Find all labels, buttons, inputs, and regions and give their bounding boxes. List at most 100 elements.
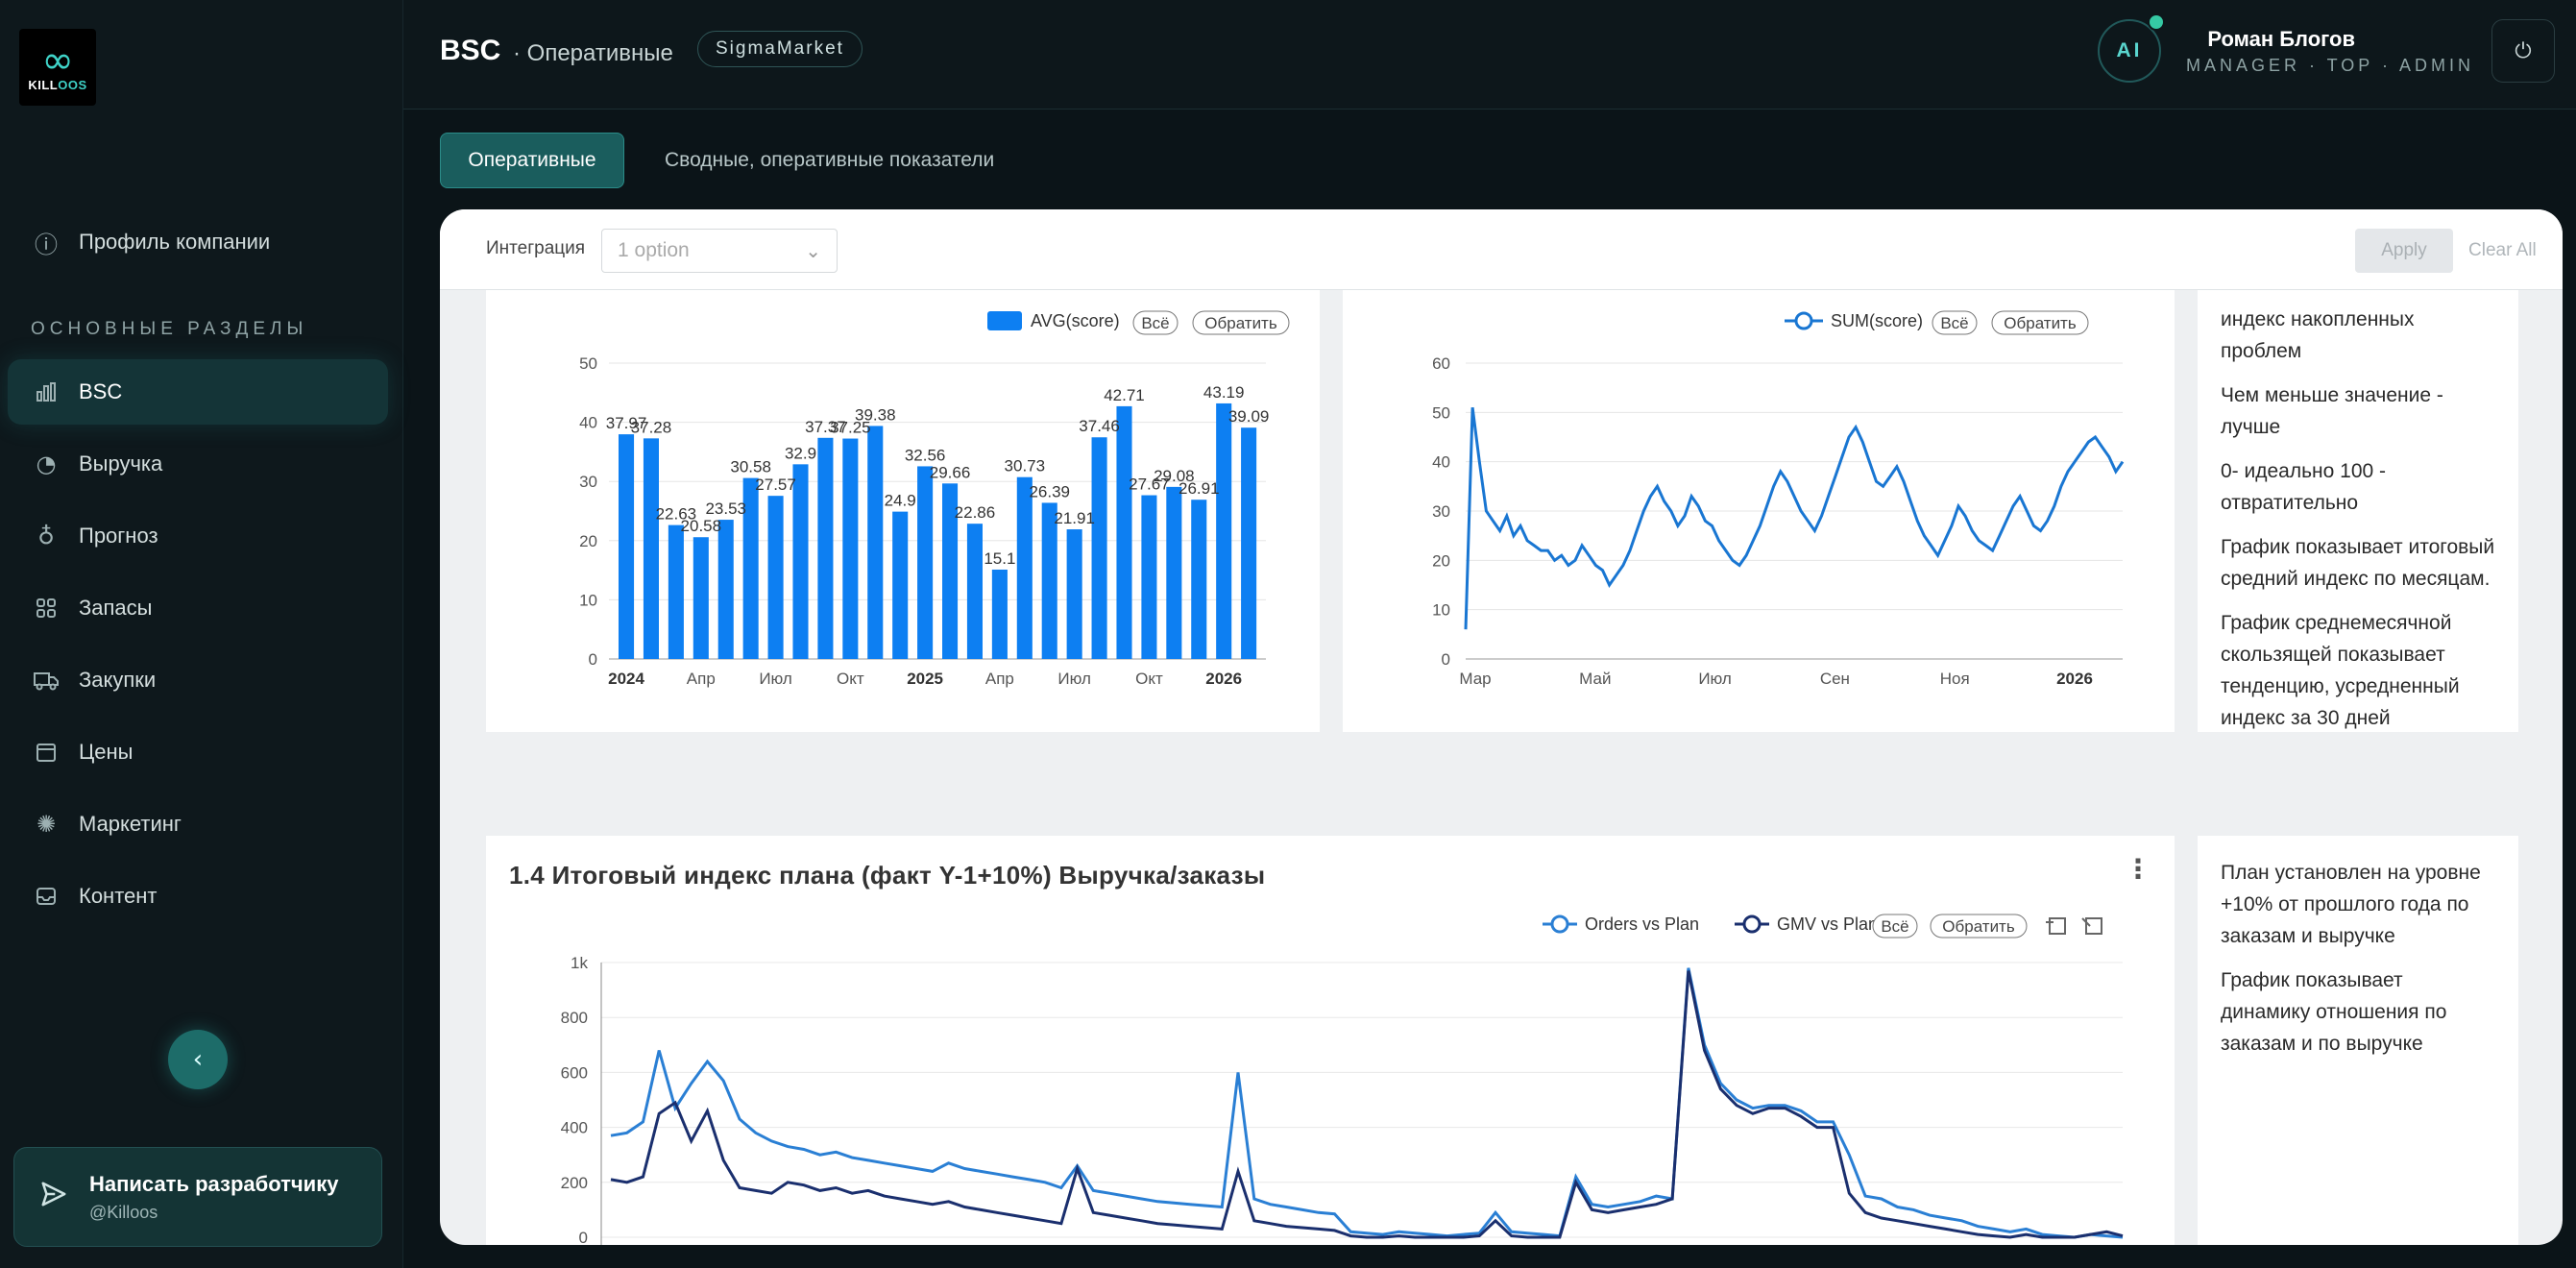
bar[interactable] <box>742 477 759 659</box>
y-tick-label: 20 <box>579 532 597 550</box>
y-tick-label: 40 <box>1432 453 1450 472</box>
ai-assistant-button[interactable]: AI <box>2098 19 2161 83</box>
bar[interactable] <box>817 437 834 659</box>
x-tick-label: 2026 <box>1205 670 1242 688</box>
legend-swatch <box>1794 311 1813 330</box>
y-tick-label: 50 <box>1432 403 1450 422</box>
legend-swatch-orders <box>1550 914 1569 934</box>
legend-label-orders: Orders vs Plan <box>1585 914 1699 934</box>
bar[interactable] <box>1066 529 1082 659</box>
bar[interactable] <box>668 524 684 659</box>
bar[interactable] <box>892 511 909 659</box>
apply-filters-button[interactable]: Apply <box>2355 229 2453 273</box>
bar[interactable] <box>991 569 1008 659</box>
logout-button[interactable]: ⏻ <box>2491 19 2555 83</box>
sidebar-collapse-button[interactable]: ‹ <box>168 1030 228 1089</box>
y-tick-label: 60 <box>1432 354 1450 373</box>
bar[interactable] <box>767 496 784 659</box>
y-tick-label: 30 <box>1432 502 1450 521</box>
note-paragraph: Чем меньше значение - лучше <box>2221 384 2443 438</box>
sidebar-item-content[interactable]: Контент <box>8 864 388 929</box>
store-badge[interactable]: SigmaMarket <box>697 31 863 67</box>
invert-selection-button[interactable] <box>1991 310 2089 335</box>
sidebar-item-label: Профиль компании <box>79 230 271 254</box>
bar[interactable] <box>917 466 934 659</box>
bar-data-label: 29.66 <box>930 463 971 481</box>
bar[interactable] <box>619 434 635 659</box>
y-tick-label: 20 <box>1432 551 1450 570</box>
bar[interactable] <box>1116 405 1132 659</box>
bar[interactable] <box>842 438 859 659</box>
orders-vs-plan-line <box>610 967 2124 1239</box>
chart-menu-icon[interactable]: ⋮ <box>2125 853 2151 885</box>
integration-select[interactable]: 1 option ⌄ <box>601 229 838 273</box>
sidebar-item-purchases[interactable]: Закупки <box>8 647 388 713</box>
sidebar-item-prices[interactable]: Цены <box>8 719 388 785</box>
select-all-button[interactable] <box>1132 310 1179 335</box>
bar-data-label: 32.56 <box>905 446 946 464</box>
bar[interactable] <box>693 537 709 659</box>
y-tick-label: 400 <box>561 1119 588 1137</box>
invert-selection-button[interactable] <box>1930 914 2028 939</box>
bar[interactable] <box>942 483 959 659</box>
bar[interactable] <box>1191 500 1207 659</box>
select-all-button[interactable] <box>1872 914 1918 939</box>
bar-data-label: 37.97 <box>606 414 647 432</box>
bar-data-label: 22.86 <box>955 503 996 522</box>
pie-chart-icon: ◔ <box>36 451 57 477</box>
x-tick-label: Ноя <box>1940 670 1970 688</box>
killoos-logo[interactable]: ∞ KILLOOS <box>19 29 96 106</box>
bar[interactable] <box>867 426 884 659</box>
sidebar-item-forecast[interactable]: ♁ Прогноз <box>8 503 388 569</box>
bar[interactable] <box>1016 476 1033 659</box>
zoom-reset-icon[interactable] <box>2081 917 2102 935</box>
invert-selection-button[interactable] <box>1192 310 1290 335</box>
bar[interactable] <box>1041 502 1057 659</box>
plan-description-note: План установлен на уровне +10% от прошло… <box>2198 836 2518 1245</box>
sidebar-item-stock[interactable]: Запасы <box>8 575 388 641</box>
sidebar-item-revenue[interactable]: ◔ Выручка <box>8 431 388 497</box>
bar[interactable] <box>717 520 734 659</box>
sidebar-section-title: ОСНОВНЫЕ РАЗДЕЛЫ <box>31 319 308 339</box>
bar[interactable] <box>1091 437 1107 659</box>
sidebar: ∞ KILLOOS ⓘ Профиль компании ОСНОВНЫЕ РА… <box>0 0 403 1268</box>
bar[interactable] <box>643 438 659 659</box>
y-tick-label: 1k <box>571 954 588 972</box>
y-tick-label: 600 <box>561 1063 588 1082</box>
sidebar-item-bsc[interactable]: BSC <box>8 359 388 425</box>
user-role: MANAGER · TOP · ADMIN <box>2185 56 2474 75</box>
sidebar-item-label: Цены <box>79 740 134 764</box>
legend-swatch <box>987 311 1022 330</box>
x-tick-label: 2026 <box>2056 670 2093 688</box>
sidebar-item-label: Прогноз <box>79 524 158 548</box>
sidebar-item-label: Запасы <box>79 596 153 620</box>
bar[interactable] <box>1216 402 1232 659</box>
note-paragraph: График показывает итоговый средний индек… <box>2221 536 2495 590</box>
tab-summary[interactable]: Сводные, оперативные показатели <box>665 149 995 171</box>
sidebar-item-marketing[interactable]: ✺ Маркетинг <box>8 792 388 857</box>
tab-operational[interactable]: Оперативные <box>440 133 624 188</box>
send-icon <box>39 1180 68 1215</box>
bar-data-label: 27.57 <box>755 476 796 494</box>
bar-data-label: 27.67 <box>1129 476 1170 494</box>
y-tick-label: 10 <box>1432 601 1450 620</box>
price-icon <box>33 739 60 766</box>
sidebar-item-label: BSC <box>79 379 123 403</box>
bar-data-label: 37.25 <box>830 419 871 437</box>
invert-selection-label: Обратить <box>1942 917 2015 936</box>
select-all-button[interactable] <box>1932 310 1978 335</box>
contact-developer-button[interactable]: Написать разработчику @Killoos <box>13 1147 382 1247</box>
online-status-dot <box>2148 13 2165 31</box>
clear-filters-button[interactable]: Clear All <box>2468 240 2537 260</box>
y-tick-label: 40 <box>579 414 597 432</box>
bar[interactable] <box>1241 427 1257 659</box>
sidebar-item-company-profile[interactable]: ⓘ Профиль компании <box>8 209 388 275</box>
bar[interactable] <box>1141 495 1157 659</box>
bar[interactable] <box>966 524 983 659</box>
x-tick-label: Сен <box>1820 670 1850 688</box>
zoom-select-icon[interactable] <box>2046 917 2066 935</box>
y-tick-label: 0 <box>589 650 597 669</box>
x-tick-label: Окт <box>837 670 864 688</box>
bar[interactable] <box>1166 486 1182 659</box>
bar[interactable] <box>792 464 809 659</box>
